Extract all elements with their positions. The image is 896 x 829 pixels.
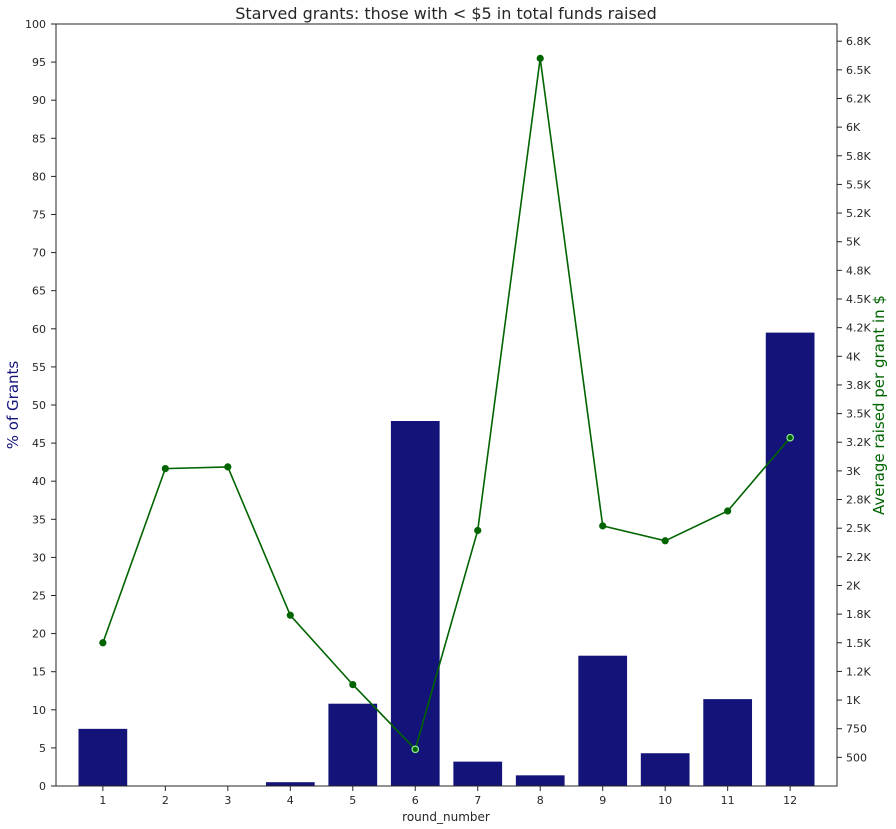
right-tick-label: 5K: [846, 236, 861, 249]
left-tick-label: 10: [32, 704, 46, 717]
left-tick-label: 30: [32, 551, 46, 564]
left-tick-label: 100: [25, 18, 46, 31]
left-tick-label: 95: [32, 56, 46, 69]
chart-title: Starved grants: those with < $5 in total…: [235, 4, 657, 23]
x-axis-label: round_number: [402, 810, 490, 824]
right-tick-label: 2.2K: [846, 551, 871, 564]
plot-frame: [55, 23, 838, 787]
x-tick-label: 7: [474, 794, 481, 807]
line-point-1: [99, 639, 107, 647]
left-tick-label: 80: [32, 170, 46, 183]
left-tick-label: 70: [32, 247, 46, 260]
x-tick-label: 9: [599, 794, 606, 807]
left-tick-label: 45: [32, 437, 46, 450]
right-tick-label: 4K: [846, 350, 861, 363]
right-y-axis-label: Average raised per grant in $: [870, 295, 888, 515]
x-tick-label: 10: [658, 794, 672, 807]
line-point-12: [786, 433, 794, 442]
right-tick-label: 2K: [846, 579, 861, 592]
left-tick-label: 15: [32, 666, 46, 679]
left-tick-label: 5: [39, 742, 46, 755]
x-tick-label: 5: [349, 794, 356, 807]
bar-7: [453, 761, 503, 786]
x-axis: 1 2 3 4 5 6 7 8 9 10 11 12: [99, 786, 797, 807]
bar-8: [515, 775, 565, 786]
line-point-5: [349, 680, 357, 689]
right-tick-label: 1.8K: [846, 608, 871, 621]
line-point-9: [599, 522, 607, 530]
right-tick-label: 6.2K: [846, 92, 871, 105]
left-tick-label: 25: [32, 590, 46, 603]
bar-1: [78, 728, 128, 786]
left-tick-label: 35: [32, 513, 46, 526]
left-tick-label: 75: [32, 209, 46, 222]
bar-11: [703, 699, 753, 786]
bar-9: [578, 655, 628, 786]
left-tick-label: 85: [32, 132, 46, 145]
x-tick-label: 1: [99, 794, 106, 807]
left-tick-label: 90: [32, 94, 46, 107]
x-tick-label: 3: [224, 794, 231, 807]
line-point-6: [411, 745, 420, 754]
bar-6: [390, 421, 440, 786]
bar-10: [640, 753, 690, 786]
x-tick-label: 4: [287, 794, 294, 807]
line-point-3: [224, 463, 232, 471]
right-tick-label: 2.5K: [846, 522, 871, 535]
left-y-axis: 0 5 10 15 20 25 30 35 40 45 50 55 60 65 70 75 80 85 90 95 10…: [25, 18, 56, 793]
line-series: [99, 54, 794, 754]
right-tick-label: 3.2K: [846, 436, 871, 449]
right-tick-label: 2.8K: [846, 494, 871, 507]
x-tick-label: 11: [721, 794, 735, 807]
left-tick-label: 60: [32, 323, 46, 336]
right-tick-label: 4.5K: [846, 293, 871, 306]
right-tick-label: 4.2K: [846, 322, 871, 335]
left-tick-label: 0: [39, 780, 46, 793]
left-tick-label: 50: [32, 399, 46, 412]
right-tick-label: 1.5K: [846, 637, 871, 650]
line-point-7: [474, 526, 482, 535]
x-tick-label: 2: [162, 794, 169, 807]
right-tick-label: 6.8K: [846, 35, 871, 48]
line-path: [102, 58, 791, 751]
bar-12: [765, 332, 815, 786]
right-tick-label: 6K: [846, 121, 861, 134]
left-tick-label: 65: [32, 285, 46, 298]
right-tick-label: 6.5K: [846, 64, 871, 77]
right-tick-label: 3.8K: [846, 379, 871, 392]
right-tick-label: 5.5K: [846, 178, 871, 191]
left-tick-label: 20: [32, 628, 46, 641]
right-tick-label: 5.2K: [846, 207, 871, 220]
line-point-4: [286, 611, 294, 619]
right-tick-label: 500: [846, 751, 867, 764]
bar-5: [328, 703, 378, 786]
line-point-11: [724, 507, 732, 515]
line-point-8: [536, 54, 544, 62]
left-y-axis-label: % of Grants: [4, 361, 22, 450]
right-tick-label: 1K: [846, 694, 861, 707]
right-tick-label: 4.8K: [846, 264, 871, 277]
right-tick-label: 3.5K: [846, 408, 871, 421]
left-tick-label: 55: [32, 361, 46, 374]
x-tick-label: 12: [783, 794, 797, 807]
bar-4: [265, 782, 315, 786]
right-y-axis: 500 750 1K 1.2K 1.5K 1.8K 2K 2.2K 2.5K 2.8K 3K 3.2K…: [837, 35, 871, 764]
line-point-10: [661, 537, 669, 545]
right-tick-label: 1.2K: [846, 665, 871, 678]
x-tick-label: 6: [412, 794, 419, 807]
line-point-2: [161, 464, 169, 473]
right-tick-label: 5.8K: [846, 150, 871, 163]
right-tick-label: 3K: [846, 465, 861, 478]
right-tick-label: 750: [846, 723, 867, 736]
left-tick-label: 40: [32, 475, 46, 488]
bar-series: [78, 332, 815, 786]
x-tick-label: 8: [537, 794, 544, 807]
